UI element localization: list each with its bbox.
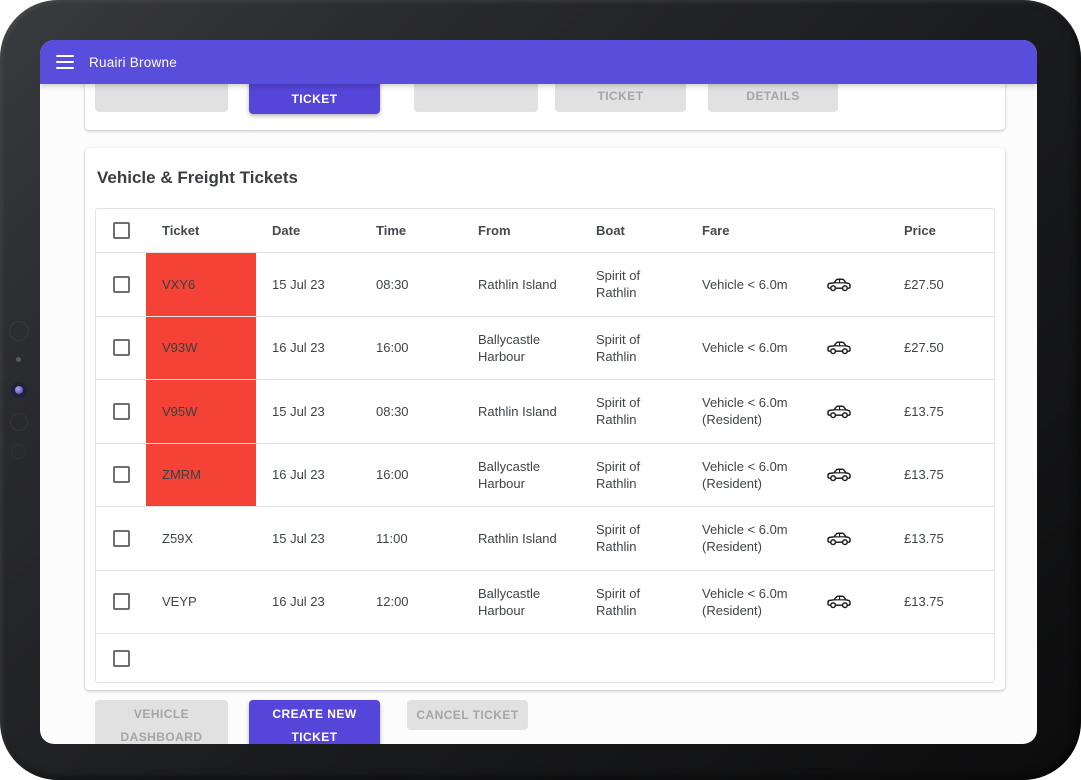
row-checkbox[interactable] bbox=[113, 593, 130, 611]
fare-cell: Vehicle < 6.0m (Resident) bbox=[702, 522, 788, 555]
price-cell: £13.75 bbox=[904, 403, 944, 419]
table-row: VXY6 15 Jul 23 08:30 Rathlin Island Spir… bbox=[96, 253, 994, 317]
boat-cell: Spirit of Rathlin bbox=[596, 522, 641, 555]
table-row-empty bbox=[96, 634, 994, 682]
price-cell: £13.75 bbox=[904, 594, 944, 610]
bezel-sensor-ring bbox=[9, 321, 29, 341]
from-cell: Rathlin Island bbox=[478, 403, 557, 419]
select-all-checkbox[interactable] bbox=[113, 222, 130, 239]
fare-cell: Vehicle < 6.0m (Resident) bbox=[702, 458, 788, 491]
price-cell: £27.50 bbox=[904, 276, 944, 292]
table-body: VXY6 15 Jul 23 08:30 Rathlin Island Spir… bbox=[96, 253, 994, 634]
user-name: Ruairi Browne bbox=[89, 54, 178, 70]
from-cell: Ballycastle Harbour bbox=[478, 585, 541, 618]
boat-cell: Spirit of Rathlin bbox=[596, 395, 641, 428]
table-row: Z59X 15 Jul 23 11:00 Rathlin Island Spir… bbox=[96, 507, 994, 571]
ticket-cell: Z59X bbox=[162, 530, 194, 546]
date-cell: 15 Jul 23 bbox=[272, 530, 325, 546]
bezel-sensor-ring bbox=[10, 413, 28, 431]
vehicle-freight-panel: Vehicle & Freight Tickets Ticket Date Ti… bbox=[85, 148, 1005, 690]
row-checkbox[interactable] bbox=[113, 402, 130, 420]
column-header-time: Time bbox=[376, 223, 407, 238]
app-screen: TICKET TICKET DETAILS Vehicle & Freight … bbox=[40, 40, 1037, 744]
button-label: TICKET bbox=[597, 89, 644, 103]
bezel-sensor-ring bbox=[11, 444, 26, 459]
row-checkbox[interactable] bbox=[113, 466, 130, 484]
tickets-table: Ticket Date Time From Boat Fare Price VX… bbox=[95, 208, 995, 683]
boat-cell: Spirit of Rathlin bbox=[596, 585, 641, 618]
column-header-price: Price bbox=[904, 223, 936, 238]
boat-cell: Spirit of Rathlin bbox=[596, 331, 641, 364]
panel-title: Vehicle & Freight Tickets bbox=[97, 168, 298, 187]
ticket-cell: V93W bbox=[146, 316, 256, 379]
row-checkbox[interactable] bbox=[113, 339, 130, 357]
button-label: TICKET bbox=[291, 92, 338, 106]
row-checkbox[interactable] bbox=[113, 529, 130, 547]
ticket-cell: VEYP bbox=[162, 594, 197, 610]
from-cell: Ballycastle Harbour bbox=[478, 458, 541, 491]
car-icon bbox=[827, 593, 851, 610]
from-cell: Rathlin Island bbox=[478, 530, 557, 546]
fare-cell: Vehicle < 6.0m (Resident) bbox=[702, 585, 788, 618]
price-cell: £13.75 bbox=[904, 530, 944, 546]
table-row: ZMRM 16 Jul 23 16:00 Ballycastle Harbour… bbox=[96, 443, 994, 507]
column-header-from: From bbox=[478, 223, 511, 238]
car-icon bbox=[827, 339, 851, 356]
create-new-ticket-button[interactable]: CREATE NEW TICKET bbox=[249, 700, 380, 744]
table-row: V93W 16 Jul 23 16:00 Ballycastle Harbour… bbox=[96, 316, 994, 380]
price-cell: £27.50 bbox=[904, 340, 944, 356]
price-cell: £13.75 bbox=[904, 467, 944, 483]
boat-cell: Spirit of Rathlin bbox=[596, 458, 641, 491]
fare-cell: Vehicle < 6.0m bbox=[702, 276, 788, 292]
time-cell: 08:30 bbox=[376, 403, 409, 419]
cancel-ticket-button[interactable]: CANCEL TICKET bbox=[407, 700, 528, 730]
time-cell: 12:00 bbox=[376, 594, 409, 610]
column-header-date: Date bbox=[272, 223, 301, 238]
front-camera bbox=[11, 382, 27, 398]
date-cell: 16 Jul 23 bbox=[272, 467, 325, 483]
car-icon bbox=[827, 276, 851, 293]
car-icon bbox=[827, 403, 851, 420]
menu-icon[interactable] bbox=[56, 55, 74, 69]
car-icon bbox=[827, 530, 851, 547]
column-header-vehicle bbox=[804, 209, 874, 252]
date-cell: 16 Jul 23 bbox=[272, 340, 325, 356]
ticket-cell: V95W bbox=[146, 380, 256, 443]
button-label: DETAILS bbox=[746, 89, 800, 103]
time-cell: 11:00 bbox=[376, 530, 408, 546]
ticket-cell: VXY6 bbox=[146, 253, 256, 316]
time-cell: 08:30 bbox=[376, 276, 409, 292]
date-cell: 15 Jul 23 bbox=[272, 403, 325, 419]
fare-cell: Vehicle < 6.0m (Resident) bbox=[702, 395, 788, 428]
column-header-fare: Fare bbox=[702, 223, 730, 238]
vehicle-dashboard-button[interactable]: VEHICLE DASHBOARD bbox=[95, 700, 228, 744]
row-checkbox[interactable] bbox=[113, 649, 130, 667]
car-icon bbox=[827, 466, 851, 483]
app-bar: Ruairi Browne bbox=[40, 40, 1037, 84]
ticket-cell: ZMRM bbox=[146, 443, 256, 506]
time-cell: 16:00 bbox=[376, 467, 409, 483]
fare-cell: Vehicle < 6.0m bbox=[702, 340, 788, 356]
column-header-boat: Boat bbox=[596, 223, 625, 238]
column-header-ticket: Ticket bbox=[162, 223, 200, 238]
boat-cell: Spirit of Rathlin bbox=[596, 268, 641, 301]
table-row: V95W 15 Jul 23 08:30 Rathlin Island Spir… bbox=[96, 380, 994, 444]
date-cell: 15 Jul 23 bbox=[272, 276, 325, 292]
from-cell: Ballycastle Harbour bbox=[478, 331, 541, 364]
table-header-row: Ticket Date Time From Boat Fare Price bbox=[96, 209, 994, 253]
time-cell: 16:00 bbox=[376, 340, 409, 356]
date-cell: 16 Jul 23 bbox=[272, 594, 325, 610]
from-cell: Rathlin Island bbox=[478, 276, 557, 292]
row-checkbox[interactable] bbox=[113, 275, 130, 293]
table-row: VEYP 16 Jul 23 12:00 Ballycastle Harbour… bbox=[96, 571, 994, 634]
bezel-microphone-dot bbox=[16, 357, 21, 362]
